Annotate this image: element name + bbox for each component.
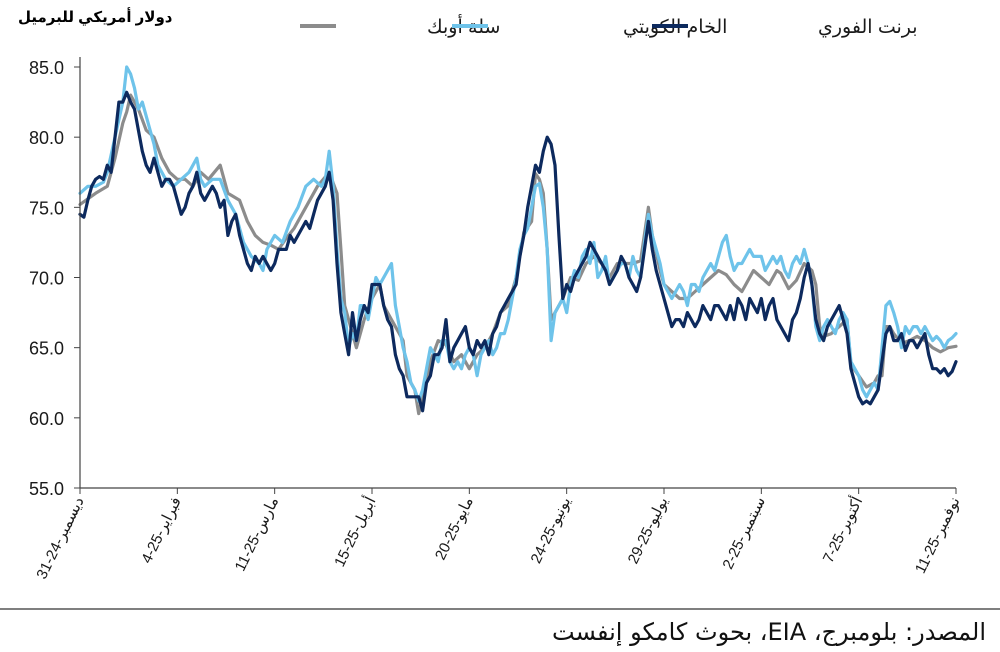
y-axis-ticks: 85.0 80.0 75.0 70.0 65.0 60.0 55.0	[29, 58, 80, 499]
x-tick-label: يونيو-25-24	[528, 494, 575, 566]
legend: سلة أوبك الخام الكويتي برنت الفوري	[300, 14, 918, 38]
y-tick-label: 65.0	[29, 339, 64, 359]
series-line-brent-spot	[78, 90, 958, 413]
legend-label-brent-spot: برنت الفوري	[818, 17, 918, 38]
x-tick-label: مارس-25-11	[232, 494, 283, 574]
x-tick-label: مايو-25-20	[432, 494, 477, 562]
x-tick-label: فبراير-25-4	[138, 494, 185, 566]
y-axis-label: دولار أمريكي للبرميل	[18, 7, 173, 26]
y-tick-label: 55.0	[29, 479, 64, 499]
x-axis-ticks: ديسمبر-24-31 فبراير-25-4 مارس-25-11 أبريل-2…	[33, 488, 964, 582]
y-tick-label: 75.0	[29, 198, 64, 218]
series-lines	[78, 65, 958, 416]
x-tick-label: أكتوبر-25-7	[818, 493, 866, 565]
x-tick-label: ديسمبر-24-31	[33, 494, 87, 582]
y-tick-label: 70.0	[29, 269, 64, 289]
axes	[79, 57, 956, 489]
x-tick-label: سبتمبر-25-2	[719, 494, 769, 572]
oil-price-chart: دولار أمريكي للبرميل سلة أوبك الخام الكو…	[0, 7, 1000, 610]
x-tick-label: نوفمبر-25-11	[912, 494, 964, 576]
y-tick-label: 80.0	[29, 128, 64, 148]
x-tick-label: أبريل-25-15	[329, 493, 379, 569]
source-note: المصدر: بلومبرج، EIA، بحوث كامكو إنفست	[552, 618, 986, 646]
y-tick-label: 60.0	[29, 409, 64, 429]
series-line-kuwait-crude	[78, 65, 958, 403]
x-tick-label: يوليو-25-29	[625, 494, 672, 566]
y-tick-label: 85.0	[29, 58, 64, 78]
